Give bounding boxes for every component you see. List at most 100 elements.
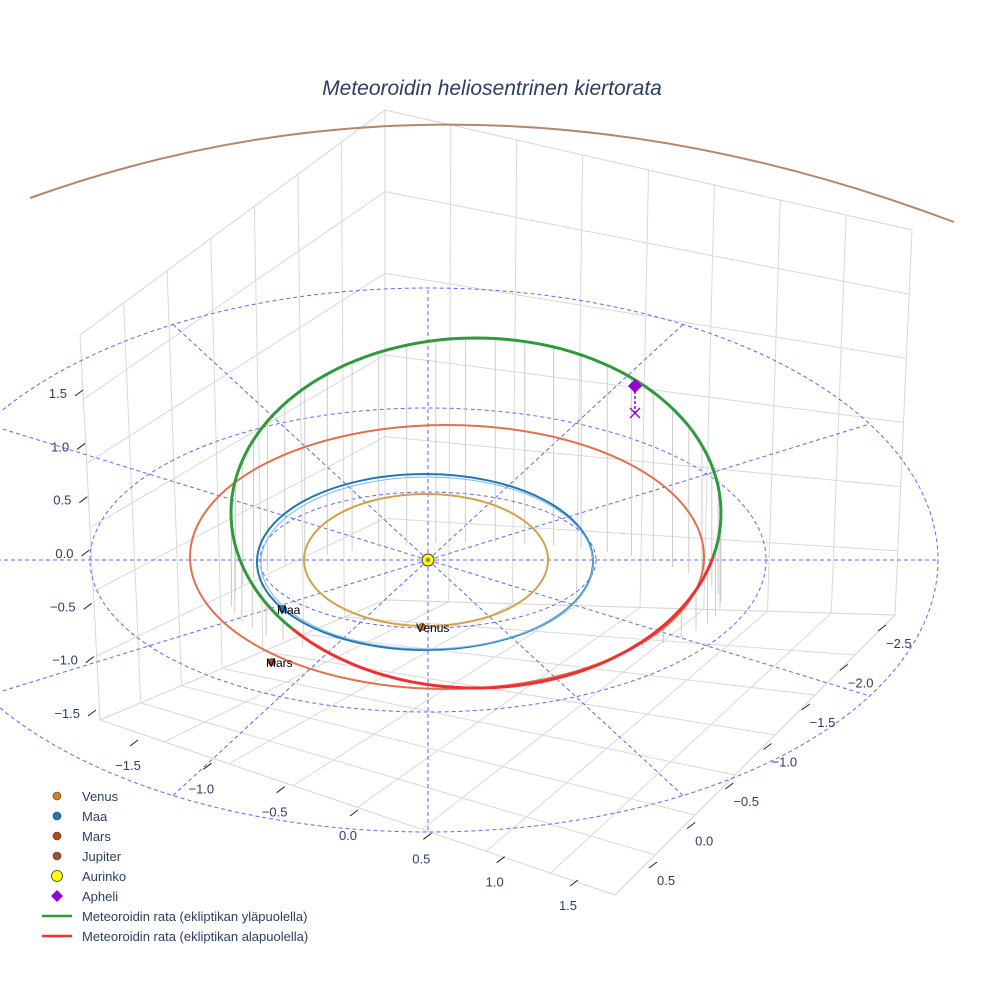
y-axis-tick-mark [877,624,887,632]
ecliptic-spoke [427,423,870,561]
wall-gridline [297,174,305,635]
legend-item-jupiter[interactable]: Jupiter [40,846,308,866]
x-axis-tick-label: 1.5 [559,898,577,913]
orbit-mars [189,424,705,690]
scene-box [79,109,913,896]
z-axis-tick-label: −1.5 [54,706,80,721]
ecliptic-spoke [427,324,684,561]
z-axis-ticks: 1.5 1.0 0.5 0.0 −0.5 −1.0 −1.5 [49,386,97,721]
x-axis-tick-mark [129,739,139,747]
wall-gridline [89,354,386,528]
z-axis-tick-label: 0.0 [55,546,73,561]
x-axis-tick-mark [349,809,359,817]
legend[interactable]: Venus Maa Mars Jupiter Aurinko Apheli Meteoroi… [40,786,308,946]
ecliptic-spoke [172,324,429,561]
y-axis-tick-label: −1.0 [772,755,798,770]
z-axis-tick-label: 1.5 [49,386,67,401]
legend-label: Apheli [82,888,119,904]
z-axis-tick-mark [87,709,97,717]
wall-gridline [639,169,649,608]
legend-label: Aurinko [82,868,127,884]
legend-symbol [52,811,62,821]
legend-item-aurinko[interactable]: Aurinko [40,866,308,886]
orbit-droplines [230,338,722,649]
legend-symbol [51,890,63,902]
x-axis-tick-mark [569,879,579,887]
label-maa: Maa [277,603,301,617]
legend-item-meteoroidin[interactable]: Meteoroidin rata (ekliptikan alapuolella… [40,926,308,946]
legend-item-maa[interactable]: Maa [40,806,308,826]
marker-mars[interactable] [268,658,276,666]
x-axis-tick-mark [203,762,212,770]
y-axis-tick-label: −1.5 [810,715,836,730]
z-axis-tick-mark [83,602,92,610]
wall-gridline [93,436,386,593]
y-axis-tick-mark [839,664,849,671]
wall-gridline [83,191,386,400]
wall-gridline [96,517,386,657]
x-axis-tick-mark [276,786,285,794]
y-axis-ticks: −2.5 −2.0 −1.5 −1.0 −0.5 0.0 0.5 [648,624,912,888]
ecliptic-spoke [0,559,429,693]
marker-maa[interactable] [279,605,287,613]
ecliptic-spoke [172,559,429,796]
x-axis-tick-mark [423,832,432,840]
aphelion-marker[interactable] [628,379,642,393]
legend-label: Maa [82,808,108,824]
z-axis-tick-mark [85,656,95,664]
wall-gridline [830,214,847,614]
label-mars: Mars [266,656,293,670]
x-axis-tick-label: −0.5 [262,805,288,820]
y-axis-tick-label: −2.5 [886,636,912,651]
legend-label: Mars [82,828,111,844]
legend-item-meteoroidin[interactable]: Meteoroidin rata (ekliptikan yläpuolella… [40,906,308,926]
legend-symbol [42,914,72,918]
z-axis-tick-label: 0.5 [53,493,71,508]
wall-gridline [575,154,584,606]
floor-gridline [357,607,641,808]
x-axis-tick-label: 1.0 [486,875,504,890]
ecliptic-circle [0,287,939,833]
meteoroid-orbit-below [291,555,715,690]
legend-label: Venus [82,788,119,804]
legend-symbol [51,870,63,882]
z-axis-tick-label: 1.0 [51,439,69,454]
legend-item-venus[interactable]: Venus [40,786,308,806]
z-axis-tick-mark [81,549,90,557]
y-axis-tick-label: 0.5 [657,873,675,888]
legend-label: Meteoroidin rata (ekliptikan yläpuolella… [82,908,308,924]
marker-venus[interactable] [418,623,426,631]
ecliptic-spoke [427,559,684,796]
legend-item-apheli[interactable]: Apheli [40,886,308,906]
wall-gridline [448,124,452,602]
legend-symbol [52,791,62,801]
aphelion-projection-x [629,407,641,419]
wall-gridline [86,272,386,464]
x-axis-tick-label: 0.5 [412,851,430,866]
legend-label: Meteoroidin rata (ekliptikan alapuolella… [82,928,309,944]
z-axis-tick-label: −0.5 [50,599,76,614]
planet-markers: Venus Maa Mars [266,553,449,670]
wall-gridline [767,199,781,612]
legend-symbol [52,831,62,841]
legend-label: Jupiter [82,848,122,864]
x-axis-tick-label: −1.5 [115,758,141,773]
y-axis-tick-mark [648,861,658,869]
z-axis-tick-mark [74,389,84,397]
z-axis-tick-label: −1.0 [52,653,78,668]
orbit-venus [303,493,549,627]
orbit-jupiter [29,123,955,223]
label-venus: Venus [416,621,449,635]
floor-gridline [292,605,577,787]
x-axis-tick-label: 0.0 [339,828,357,843]
wall-gridline [210,238,223,669]
floor-plane [98,599,897,896]
sun-center [425,557,431,563]
chart-title: Meteoroidin heliosentrinen kiertorata [322,77,662,100]
wall-gridline [703,184,715,610]
wall-gridline [340,142,345,618]
legend-item-mars[interactable]: Mars [40,826,308,846]
orbit-maa-inner [260,476,594,650]
y-axis-tick-label: −2.0 [848,676,874,691]
